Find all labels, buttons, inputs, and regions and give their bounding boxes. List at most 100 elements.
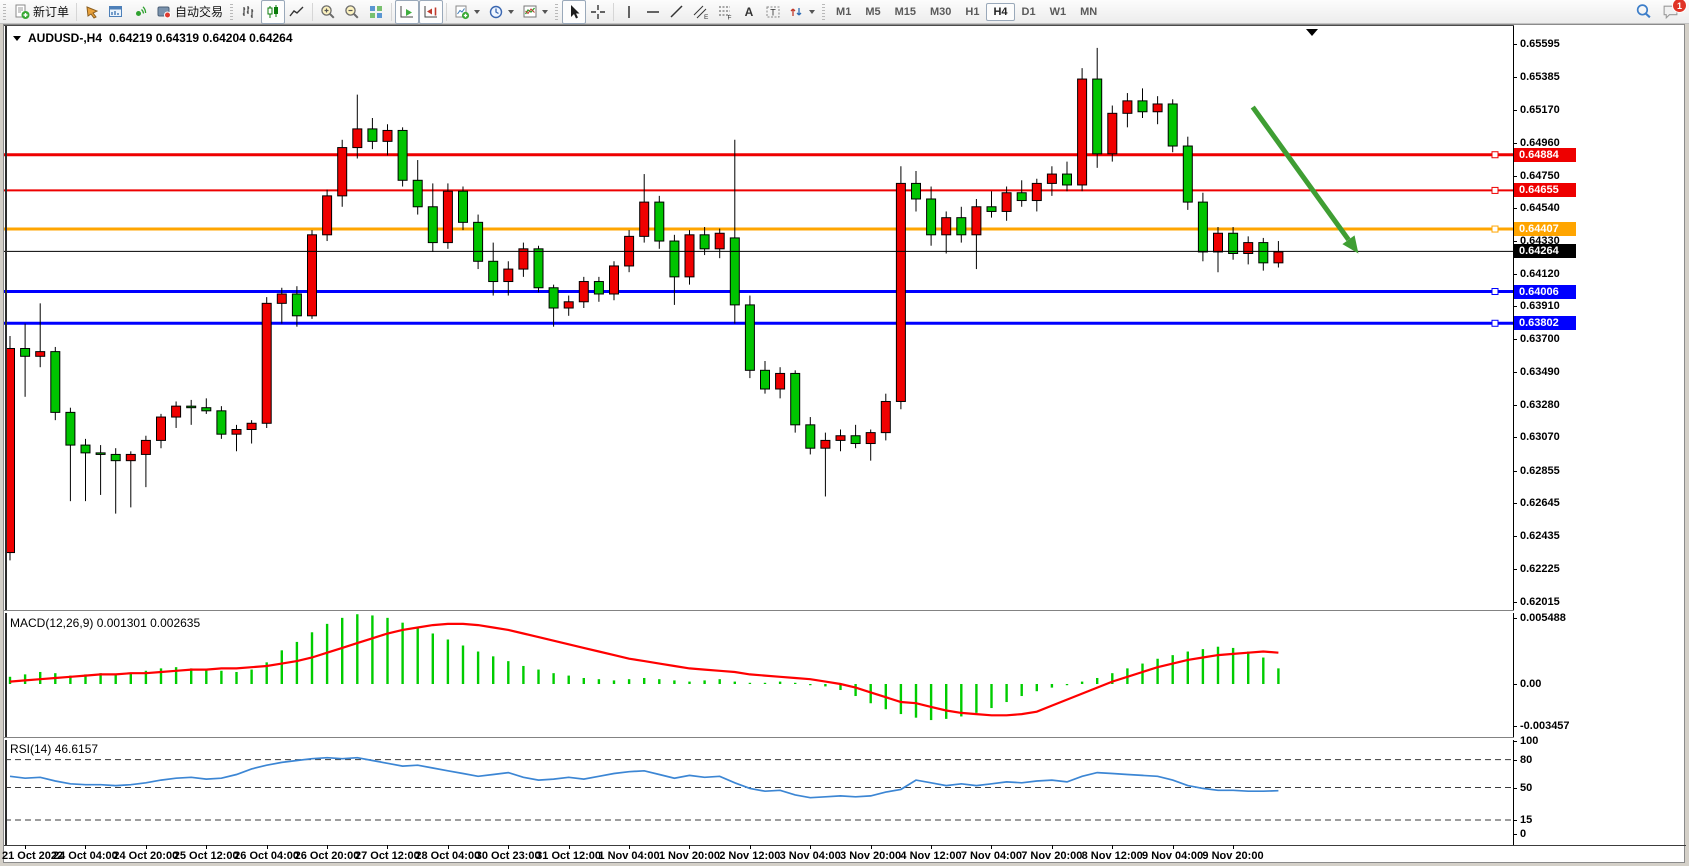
- time-tick-mark: [1172, 845, 1174, 849]
- line-handle[interactable]: [1491, 225, 1499, 233]
- main-chart-canvas[interactable]: [4, 26, 1514, 610]
- time-label: 4 Nov 12:00: [900, 850, 962, 862]
- line-handle[interactable]: [1491, 186, 1499, 194]
- toolbar-drag-handle[interactable]: [555, 3, 559, 20]
- time-tick-mark: [1051, 845, 1053, 849]
- rsi-tick-mark: [1513, 834, 1517, 835]
- text-label-tool-button[interactable]: T: [761, 0, 785, 24]
- time-label: 1 Nov 04:00: [598, 850, 660, 862]
- price-tick-mark: [1513, 536, 1517, 538]
- horizontal-line-icon: [647, 10, 660, 13]
- crosshair-tool-button[interactable]: [586, 0, 610, 24]
- macd-histogram-bar: [129, 673, 132, 684]
- candle-body: [684, 234, 695, 278]
- timeframe-m1[interactable]: M1: [836, 5, 852, 18]
- timeframe-m5[interactable]: M5: [865, 5, 881, 18]
- price-tick-label: 0.62015: [1520, 595, 1560, 608]
- timeframe-d1[interactable]: D1: [1021, 5, 1036, 18]
- zoom-in-button[interactable]: [316, 0, 340, 24]
- crosshair-icon: [591, 4, 606, 19]
- new-chart-dropdown[interactable]: [450, 0, 484, 24]
- time-tick-mark: [931, 845, 932, 849]
- zoom-out-button[interactable]: [340, 0, 364, 24]
- toolbar-drag-handle[interactable]: [3, 3, 6, 20]
- arrows-dropdown[interactable]: [785, 0, 819, 24]
- price-tick-mark: [1513, 142, 1517, 144]
- price-tick-mark: [1513, 568, 1517, 570]
- signals-button[interactable]: [128, 0, 152, 24]
- horizontal-line-tool-button[interactable]: [641, 0, 665, 24]
- price-tick-mark: [1513, 601, 1517, 603]
- candle-body: [156, 416, 166, 441]
- vertical-line-tool-button[interactable]: [617, 0, 641, 24]
- line-chart-button[interactable]: [285, 0, 309, 24]
- macd-histogram-bar: [778, 681, 782, 684]
- price-tick-label: 0.64540: [1520, 202, 1560, 215]
- macd-histogram-bar: [794, 682, 797, 684]
- line-handle[interactable]: [1491, 288, 1499, 296]
- timeframe-h1[interactable]: H1: [965, 5, 980, 18]
- auto-scroll-button[interactable]: [395, 0, 420, 24]
- candle-body: [488, 260, 499, 283]
- rsi-pane-canvas[interactable]: [4, 739, 1514, 844]
- macd-histogram-bar: [1080, 681, 1084, 684]
- macd-pane-canvas[interactable]: [4, 612, 1514, 737]
- bar-chart-button[interactable]: [237, 0, 261, 24]
- candle-body: [1182, 145, 1193, 203]
- pane-separator[interactable]: [4, 737, 1514, 740]
- cursor-tool-button[interactable]: [562, 0, 587, 24]
- time-tick-mark: [206, 845, 208, 849]
- timeframe-m15[interactable]: M15: [894, 5, 916, 18]
- zoom-out-icon: [345, 4, 359, 19]
- autotrading-button[interactable]: 自动交易: [152, 0, 227, 24]
- macd-tick-mark: [1513, 725, 1517, 727]
- chart-shift-button[interactable]: [419, 0, 444, 24]
- period-dropdown[interactable]: [484, 0, 518, 24]
- template-dropdown[interactable]: [518, 0, 552, 24]
- toolbar-drag-handle[interactable]: [822, 3, 826, 20]
- price-tag: 0.64006: [1514, 284, 1576, 299]
- macd-histogram-bar: [1231, 647, 1235, 684]
- macd-histogram-bar: [265, 662, 268, 684]
- trend-arrow-head[interactable]: [1342, 235, 1359, 254]
- pointer-tool-button[interactable]: [80, 0, 104, 24]
- macd-histogram-bar: [23, 674, 27, 684]
- trend-arrow[interactable]: [1250, 105, 1351, 242]
- fibonacci-tool-button[interactable]: F: [713, 0, 737, 24]
- toolbar-drag-handle[interactable]: [230, 3, 234, 20]
- chart-shift-marker[interactable]: [1306, 29, 1318, 36]
- macd-histogram-bar: [627, 679, 631, 684]
- market-watch-button[interactable]: [104, 0, 128, 24]
- candle-body: [35, 351, 46, 357]
- timeframe-m30[interactable]: M30: [930, 5, 952, 18]
- candle-body: [20, 348, 31, 357]
- pane-separator[interactable]: [4, 610, 1514, 613]
- chart-title-symbol: AUDUSD-,H4: [28, 31, 103, 45]
- candle-body: [1046, 173, 1057, 184]
- auto-scroll-icon: [400, 5, 414, 17]
- macd-histogram-bar: [190, 668, 193, 684]
- fibonacci-icon: F: [719, 6, 732, 20]
- macd-histogram-bar: [461, 645, 465, 684]
- time-tick-mark: [1112, 845, 1114, 849]
- notifications-button[interactable]: 1: [1662, 0, 1687, 20]
- trendline-tool-button[interactable]: [665, 0, 689, 24]
- candle-body: [337, 147, 348, 197]
- candle-body: [1213, 232, 1223, 253]
- search-icon[interactable]: [1635, 3, 1652, 20]
- price-tick-label: 0.64750: [1520, 169, 1560, 182]
- timeframe-h4[interactable]: H4: [986, 2, 1015, 21]
- time-tick-mark: [629, 845, 630, 849]
- macd-histogram-bar: [748, 682, 752, 684]
- timeframe-mn[interactable]: MN: [1080, 5, 1098, 18]
- text-tool-button[interactable]: A: [737, 0, 761, 24]
- line-handle[interactable]: [1491, 319, 1499, 327]
- new-order-button[interactable]: 新订单: [10, 0, 73, 24]
- channel-tool-button[interactable]: E: [689, 0, 713, 24]
- timeframe-w1[interactable]: W1: [1049, 5, 1067, 18]
- candle-body: [382, 129, 393, 142]
- tile-windows-button[interactable]: [364, 0, 388, 24]
- candlestick-chart-button[interactable]: [261, 0, 286, 24]
- price-tick-mark: [1513, 175, 1517, 177]
- line-handle[interactable]: [1491, 151, 1499, 159]
